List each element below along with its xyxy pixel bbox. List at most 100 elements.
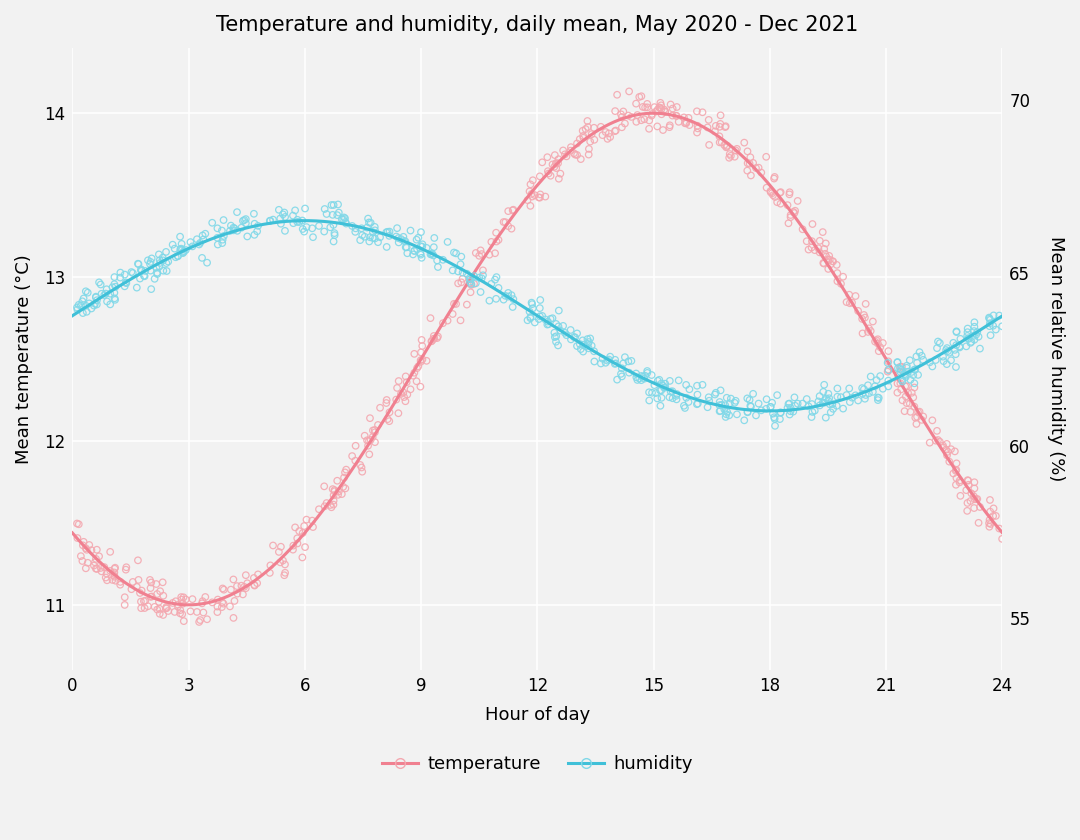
Point xyxy=(758,181,775,194)
Point xyxy=(981,319,998,333)
Point xyxy=(214,233,231,246)
Point xyxy=(761,401,779,414)
Point xyxy=(503,222,521,235)
Point xyxy=(158,601,175,615)
Point xyxy=(789,194,807,207)
Point xyxy=(948,325,966,339)
Point xyxy=(296,225,313,239)
Point xyxy=(821,253,838,266)
Point xyxy=(631,372,648,386)
Point xyxy=(225,223,242,237)
Point xyxy=(612,367,630,381)
Point xyxy=(981,312,998,325)
Point xyxy=(750,396,767,410)
Point xyxy=(711,405,728,418)
Point xyxy=(765,188,782,202)
Point xyxy=(689,119,706,133)
Point xyxy=(577,123,594,136)
Point xyxy=(325,218,342,232)
Point xyxy=(458,267,475,281)
Point xyxy=(315,480,333,493)
Point xyxy=(154,251,172,265)
Point xyxy=(670,115,687,129)
Point xyxy=(361,448,378,461)
Point xyxy=(896,380,914,393)
Point xyxy=(166,605,184,618)
Point xyxy=(982,505,999,518)
Point xyxy=(92,278,109,291)
Point xyxy=(897,390,915,403)
Point xyxy=(664,102,681,115)
Point xyxy=(488,270,505,284)
Point xyxy=(723,392,740,406)
Point xyxy=(199,256,216,270)
Point xyxy=(937,443,955,456)
Point xyxy=(338,217,355,230)
Point xyxy=(406,347,423,360)
Point xyxy=(572,152,590,165)
Point xyxy=(838,296,855,309)
Point xyxy=(504,300,522,313)
Point xyxy=(568,137,585,150)
Point xyxy=(742,400,759,413)
Point xyxy=(742,169,759,182)
Point xyxy=(173,237,190,250)
Point xyxy=(213,223,230,237)
Point xyxy=(677,117,694,130)
Point xyxy=(123,265,140,279)
Point xyxy=(896,367,914,381)
Point xyxy=(862,324,879,338)
Point xyxy=(261,566,279,580)
Point xyxy=(151,602,168,616)
Point xyxy=(438,314,456,328)
Point xyxy=(296,202,313,215)
Point xyxy=(789,397,807,411)
Point xyxy=(426,329,443,343)
Point xyxy=(820,387,837,401)
Point xyxy=(864,385,881,398)
Point xyxy=(781,407,798,421)
Point xyxy=(221,600,239,613)
Point xyxy=(438,235,456,249)
Point xyxy=(106,291,123,305)
Point xyxy=(228,206,245,219)
Point xyxy=(947,478,964,491)
Point xyxy=(764,186,781,200)
Point xyxy=(75,307,92,320)
Point xyxy=(111,575,129,589)
Point xyxy=(838,388,855,402)
Point xyxy=(580,142,597,155)
Point xyxy=(81,297,98,310)
Point xyxy=(664,109,681,123)
Point xyxy=(592,120,609,134)
Point xyxy=(531,187,549,201)
Point xyxy=(422,248,440,261)
Point xyxy=(451,313,469,327)
Point xyxy=(104,281,121,294)
Point xyxy=(537,190,554,203)
Point xyxy=(329,197,347,211)
Point xyxy=(948,471,966,485)
Point xyxy=(647,105,664,118)
Point xyxy=(580,342,597,355)
Point xyxy=(399,246,416,260)
Point xyxy=(366,423,383,437)
Point xyxy=(98,567,116,580)
Point xyxy=(143,590,160,603)
Point xyxy=(946,344,963,357)
Point xyxy=(215,229,232,243)
Point xyxy=(959,332,976,345)
Point xyxy=(913,349,930,363)
Point xyxy=(111,266,129,280)
Point xyxy=(316,202,334,216)
Point xyxy=(548,335,565,349)
Point xyxy=(285,539,302,553)
Point xyxy=(288,215,306,228)
Point xyxy=(786,399,804,412)
Point xyxy=(504,203,522,217)
Point xyxy=(688,397,705,411)
Point xyxy=(246,579,264,592)
Point xyxy=(948,457,966,470)
Point xyxy=(939,437,956,450)
Point xyxy=(72,299,90,312)
